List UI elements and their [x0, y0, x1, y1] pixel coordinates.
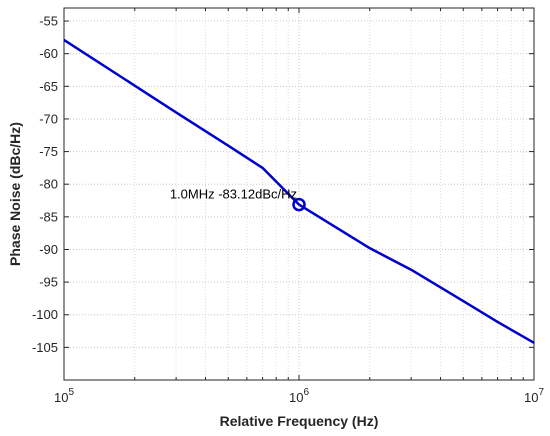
- y-tick-label: -100: [32, 307, 58, 322]
- y-tick-label: -70: [39, 111, 58, 126]
- x-tick-label-base: 10: [54, 390, 68, 405]
- y-axis-title: Phase Noise (dBc/Hz): [7, 122, 23, 266]
- x-axis-title: Relative Frequency (Hz): [220, 413, 379, 429]
- y-tick-label: -60: [39, 46, 58, 61]
- x-tick-label-exponent: 7: [538, 387, 544, 398]
- y-tick-label: -80: [39, 177, 58, 192]
- x-tick-label-base: 10: [524, 390, 538, 405]
- y-tick-label: -65: [39, 79, 58, 94]
- y-tick-label: -95: [39, 275, 58, 290]
- x-tick-label: 107: [524, 387, 544, 405]
- x-tick-label: 106: [289, 387, 309, 405]
- y-tick-label: -85: [39, 209, 58, 224]
- annotation-layer: 1.0MHz -83.12dBc/Hz: [170, 187, 306, 212]
- y-tick-label: -75: [39, 144, 58, 159]
- x-tick-label-base: 10: [289, 390, 303, 405]
- grid: [64, 8, 534, 380]
- x-tick-label: 105: [54, 387, 74, 405]
- annotation-label: 1.0MHz -83.12dBc/Hz: [170, 187, 297, 202]
- series-layer: [63, 38, 535, 344]
- y-tick-label: -55: [39, 14, 58, 29]
- x-tick-label-exponent: 6: [303, 387, 309, 398]
- x-tick-label-exponent: 5: [68, 387, 74, 398]
- annotation-marker: [292, 197, 306, 212]
- axis-ticks: 105 106 107-105-100-95-90-85-80-75-70-65-6…: [32, 8, 544, 405]
- y-tick-label: -90: [39, 242, 58, 257]
- phase-noise-series-line: [63, 38, 535, 344]
- y-tick-label: -105: [32, 340, 58, 355]
